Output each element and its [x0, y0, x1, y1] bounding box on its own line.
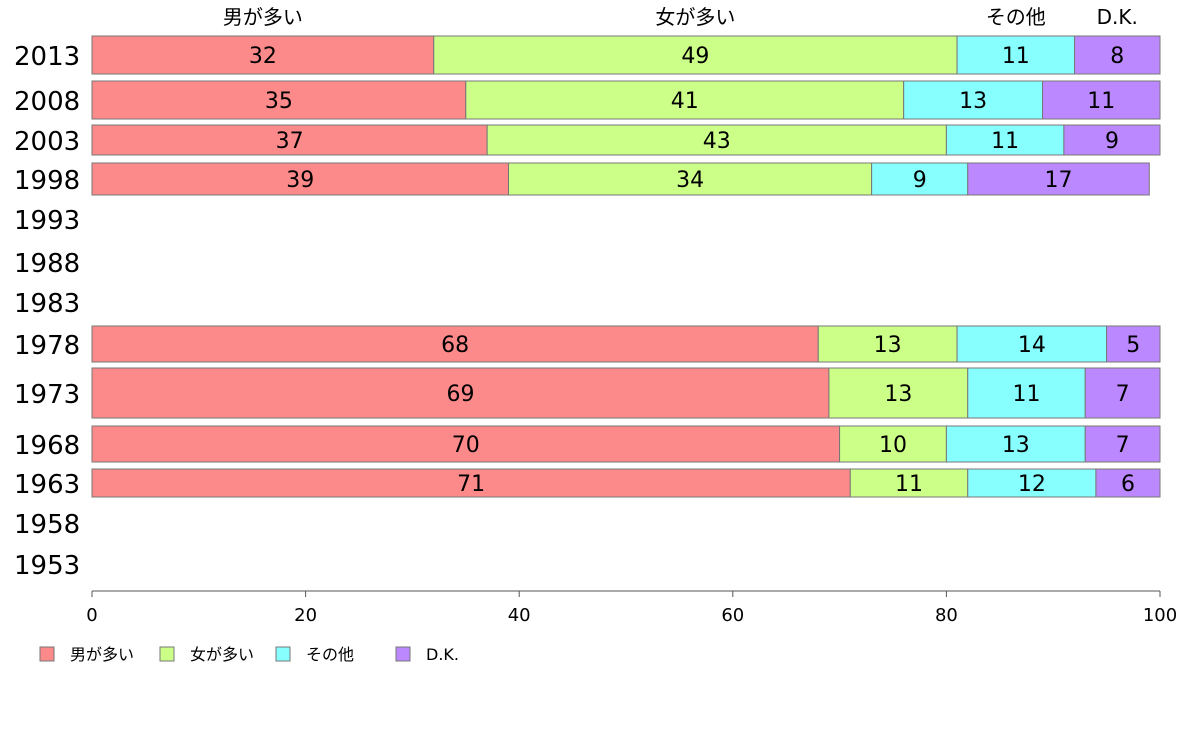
year-label: 2008 — [14, 87, 80, 117]
data-label: 11 — [1013, 382, 1041, 407]
bar-segment — [956, 325, 1108, 363]
data-label: 13 — [874, 333, 902, 358]
bar-segment — [91, 80, 467, 120]
bar-segment — [967, 162, 1150, 196]
data-label: 13 — [1002, 433, 1030, 458]
x-tick-label: 20 — [294, 605, 317, 626]
year-label: 1993 — [14, 206, 80, 236]
x-tick-label: 80 — [935, 605, 958, 626]
year-label: 2003 — [14, 127, 80, 157]
bar-segment — [967, 367, 1086, 419]
bar-segment — [91, 162, 510, 196]
data-label: 71 — [457, 472, 485, 497]
legend-label: その他 — [306, 645, 354, 664]
data-label: 69 — [446, 382, 474, 407]
series-top-label: その他 — [986, 5, 1046, 29]
x-tick-label: 0 — [86, 605, 97, 626]
data-label: 49 — [681, 44, 709, 69]
bar-segment — [967, 468, 1097, 498]
legend-swatch — [395, 646, 411, 662]
data-label: 11 — [991, 129, 1019, 154]
x-tick-label: 60 — [721, 605, 744, 626]
bar-segment — [1084, 425, 1161, 463]
bar-segment — [91, 367, 830, 419]
data-label: 8 — [1110, 44, 1124, 69]
bar-segment — [945, 425, 1086, 463]
legend-swatch — [159, 646, 175, 662]
data-label: 6 — [1121, 472, 1135, 497]
data-label: 17 — [1045, 168, 1073, 193]
data-label: 9 — [913, 168, 927, 193]
year-label: 1978 — [14, 331, 80, 361]
data-label: 10 — [879, 433, 907, 458]
bar-segment — [1042, 80, 1161, 120]
data-label: 5 — [1126, 333, 1140, 358]
bar-segment — [817, 325, 958, 363]
year-label: 1983 — [14, 289, 80, 319]
bar-segment — [1106, 325, 1161, 363]
series-top-label: D.K. — [1097, 5, 1138, 29]
year-label: 1958 — [14, 510, 80, 540]
bar-segment — [1095, 468, 1161, 498]
bar-segment — [508, 162, 873, 196]
bar-segment — [91, 124, 488, 156]
bar-segment — [486, 124, 947, 156]
data-label: 32 — [249, 44, 277, 69]
year-label: 1988 — [14, 249, 80, 279]
data-label: 12 — [1018, 472, 1046, 497]
data-label: 7 — [1116, 382, 1130, 407]
bar-segment — [465, 80, 905, 120]
series-top-label: 女が多い — [655, 5, 735, 29]
year-label: 2013 — [14, 42, 80, 72]
legend-swatch — [39, 646, 55, 662]
legend-label: 女が多い — [190, 645, 254, 664]
data-label: 9 — [1105, 129, 1119, 154]
bar-segment — [828, 367, 969, 419]
data-label: 7 — [1116, 433, 1130, 458]
year-label: 1998 — [14, 166, 80, 196]
year-label: 1973 — [14, 380, 80, 410]
x-tick-label: 40 — [508, 605, 531, 626]
bar-segment — [956, 35, 1076, 75]
data-label: 13 — [884, 382, 912, 407]
data-label: 14 — [1018, 333, 1046, 358]
data-label: 39 — [286, 168, 314, 193]
legend-label: 男が多い — [70, 645, 134, 664]
data-label: 11 — [895, 472, 923, 497]
year-label: 1963 — [14, 470, 80, 500]
data-label: 70 — [452, 433, 480, 458]
year-label: 1953 — [14, 551, 80, 581]
data-label: 11 — [1087, 89, 1115, 114]
bar-segment — [91, 468, 851, 498]
bar-segment — [91, 325, 819, 363]
data-label: 11 — [1002, 44, 1030, 69]
bar-segment — [1074, 35, 1161, 75]
data-label: 13 — [959, 89, 987, 114]
data-label: 37 — [276, 129, 304, 154]
data-label: 43 — [703, 129, 731, 154]
bar-segment — [91, 35, 435, 75]
legend-swatch — [275, 646, 291, 662]
bar-segment — [1084, 367, 1161, 419]
bar-segment — [903, 80, 1044, 120]
year-label: 1968 — [14, 431, 80, 461]
bar-segment — [433, 35, 958, 75]
bar-segment — [1063, 124, 1161, 156]
series-top-label: 男が多い — [223, 5, 303, 29]
bar-segment — [91, 425, 841, 463]
data-label: 68 — [441, 333, 469, 358]
data-label: 34 — [676, 168, 704, 193]
data-label: 41 — [671, 89, 699, 114]
x-tick-label: 100 — [1143, 605, 1177, 626]
legend-label: D.K. — [426, 645, 459, 664]
data-label: 35 — [265, 89, 293, 114]
